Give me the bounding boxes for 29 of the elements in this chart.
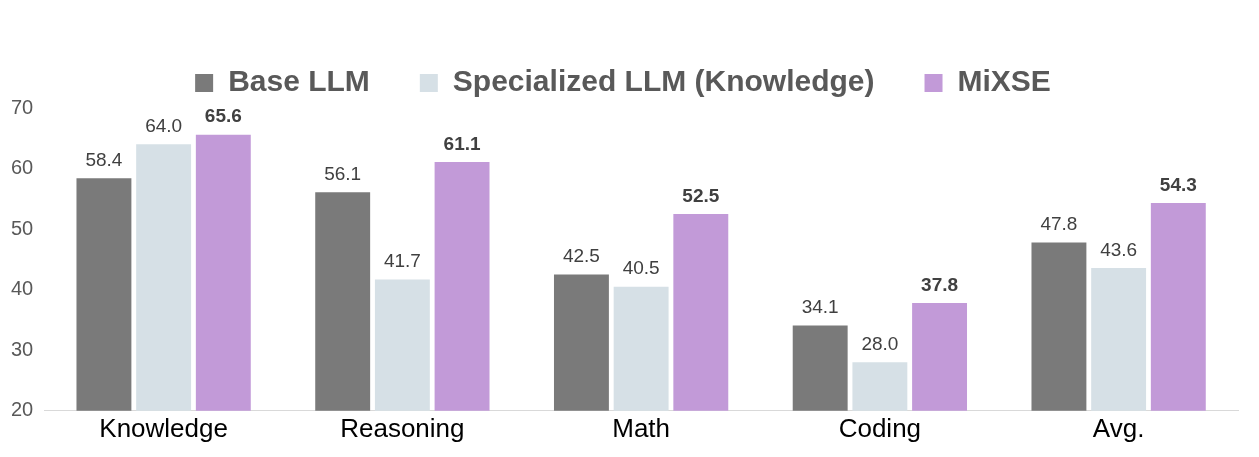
data-label: 43.6 bbox=[1100, 238, 1138, 260]
x-tick-label: Knowledge bbox=[99, 412, 228, 443]
data-label: 54.3 bbox=[1159, 173, 1197, 195]
data-label: 64.0 bbox=[145, 115, 183, 137]
data-label: 65.6 bbox=[204, 105, 242, 127]
legend-label: MiXSE bbox=[957, 64, 1051, 98]
data-label: 41.7 bbox=[383, 250, 421, 272]
data-label: 47.8 bbox=[1040, 213, 1078, 235]
y-tick-label: 50 bbox=[11, 216, 34, 239]
x-tick-label: Reasoning bbox=[340, 412, 465, 443]
y-tick-label: 30 bbox=[11, 337, 34, 360]
data-label: 34.1 bbox=[801, 296, 839, 318]
x-tick-label: Math bbox=[612, 412, 671, 443]
data-label: 52.5 bbox=[682, 184, 720, 206]
data-label: 56.1 bbox=[324, 162, 362, 184]
x-tick-label: Avg. bbox=[1092, 412, 1145, 443]
y-tick-label: 70 bbox=[11, 95, 34, 118]
y-tick-label: 20 bbox=[11, 398, 34, 421]
data-label: 28.0 bbox=[861, 333, 899, 355]
data-label: 42.5 bbox=[562, 245, 600, 267]
legend-label: Specialized LLM (Knowledge) bbox=[452, 64, 875, 98]
y-tick-label: 40 bbox=[11, 277, 34, 300]
y-tick-label: 60 bbox=[11, 156, 34, 179]
x-tick-label: Coding bbox=[838, 412, 922, 443]
data-label: 58.4 bbox=[85, 148, 123, 170]
data-label: 40.5 bbox=[622, 257, 660, 279]
legend-label: Base LLM bbox=[228, 64, 370, 98]
data-label: 61.1 bbox=[443, 132, 481, 154]
data-label: 37.8 bbox=[921, 273, 959, 295]
